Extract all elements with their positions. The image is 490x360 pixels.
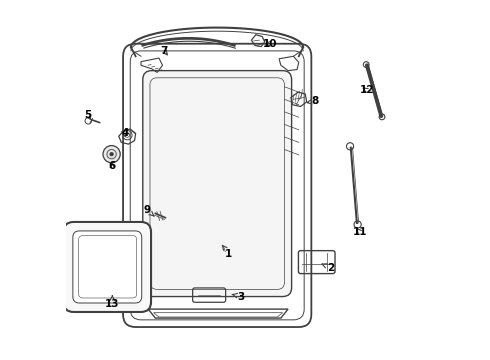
Text: 11: 11 [352, 227, 367, 237]
FancyBboxPatch shape [143, 71, 292, 297]
Text: 13: 13 [105, 296, 120, 309]
Text: 5: 5 [84, 111, 92, 121]
Text: 8: 8 [307, 96, 318, 106]
Text: 1: 1 [222, 246, 232, 258]
Circle shape [103, 145, 120, 163]
Text: 3: 3 [232, 292, 245, 302]
Text: 10: 10 [263, 39, 277, 49]
Text: 6: 6 [109, 161, 116, 171]
Text: 12: 12 [360, 85, 374, 95]
Circle shape [110, 152, 113, 156]
FancyBboxPatch shape [64, 222, 151, 312]
Text: 7: 7 [161, 46, 168, 56]
Text: 2: 2 [322, 263, 335, 273]
FancyBboxPatch shape [78, 235, 137, 298]
FancyBboxPatch shape [73, 231, 142, 303]
Text: 9: 9 [144, 206, 154, 216]
Text: 4: 4 [121, 129, 128, 138]
